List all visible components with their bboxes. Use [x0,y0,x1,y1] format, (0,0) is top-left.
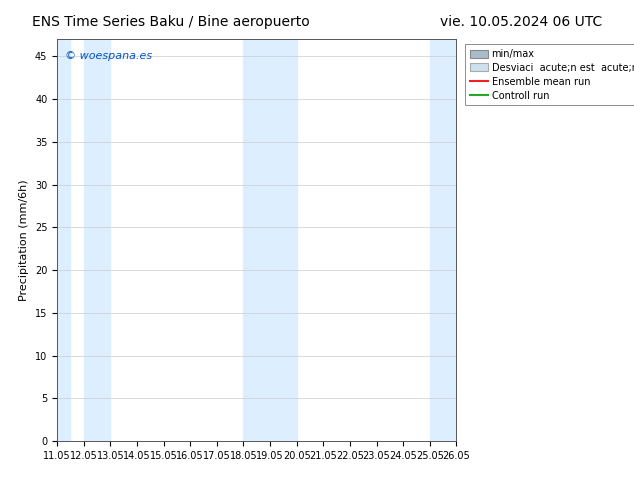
Bar [430,39,456,441]
Legend: min/max, Desviaci  acute;n est  acute;ndar, Ensemble mean run, Controll run: min/max, Desviaci acute;n est acute;ndar… [465,44,634,105]
Bar [84,39,110,441]
Text: vie. 10.05.2024 06 UTC: vie. 10.05.2024 06 UTC [440,15,602,29]
Bar [243,39,297,441]
Bar [57,39,70,441]
Text: ENS Time Series Baku / Bine aeropuerto: ENS Time Series Baku / Bine aeropuerto [32,15,309,29]
Y-axis label: Precipitation (mm/6h): Precipitation (mm/6h) [19,179,29,301]
Text: © woespana.es: © woespana.es [65,51,152,61]
